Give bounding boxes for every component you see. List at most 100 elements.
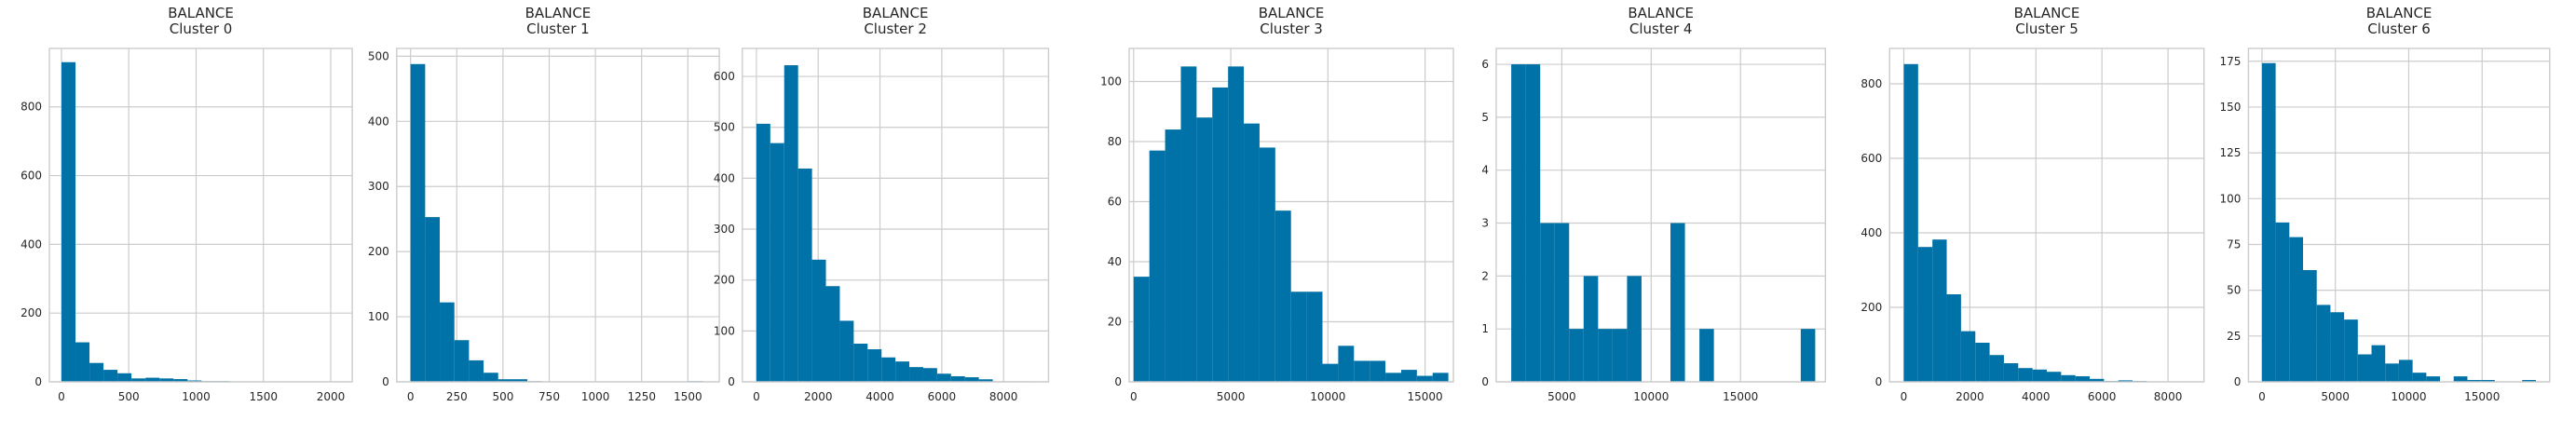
histogram-plot: 0 1 2 3 4 5 6 5000 10000 15000 — [1481, 47, 1827, 403]
y-tick-label: 150 — [2220, 101, 2242, 114]
panel-title-line-1: BALANCE — [2013, 5, 2080, 21]
x-tick-label: 5000 — [1217, 390, 1246, 403]
y-tick-label: 175 — [2220, 55, 2242, 68]
x-tick-label: 1000 — [182, 390, 211, 403]
y-tick-label: 2 — [1481, 269, 1489, 282]
x-tick-label: 1500 — [674, 390, 702, 403]
x-tick-label: 6000 — [2088, 390, 2117, 403]
histogram-plot: 0 100 200 300 400 500 0 250 500 750 1000 1250 1500 — [368, 47, 720, 403]
y-tick-label: 600 — [1860, 152, 1882, 165]
histogram-bar — [2398, 359, 2413, 382]
panel-title: BALANCE Cluster 2 — [756, 6, 1035, 37]
x-tick-label: 2000 — [1956, 390, 1984, 403]
histogram-bar — [2371, 345, 2386, 382]
y-tick-label: 3 — [1481, 217, 1489, 230]
x-tick-label: 0 — [407, 390, 415, 403]
histogram-bar — [1274, 210, 1291, 382]
histogram-bar — [756, 123, 770, 382]
histogram-bar — [2385, 363, 2399, 382]
panel-title-line-2: Cluster 1 — [526, 20, 590, 37]
histogram-bar — [839, 320, 854, 382]
panel-title: BALANCE Cluster 6 — [2259, 6, 2539, 37]
axes-frame — [396, 47, 720, 383]
y-tick-label: 0 — [1481, 375, 1489, 388]
histogram-bar — [159, 378, 174, 382]
x-tick-label: 8000 — [2154, 390, 2183, 403]
panel-title-line-1: BALANCE — [1628, 5, 1695, 21]
histogram-bar — [1180, 66, 1197, 382]
y-tick-label: 400 — [714, 171, 735, 184]
x-tick-label: 8000 — [989, 390, 1018, 403]
histogram-bar — [2330, 312, 2345, 382]
histogram-bar — [1670, 223, 1685, 382]
histogram-bar — [1569, 329, 1584, 382]
histogram-bar — [1322, 363, 1339, 382]
panel-title-line-1: BALANCE — [2365, 5, 2433, 21]
x-tick-label: 10000 — [2391, 390, 2426, 403]
y-tick-label: 800 — [20, 101, 42, 114]
histogram-bar — [454, 340, 470, 382]
histogram-bar — [2412, 373, 2427, 382]
y-tick-label: 300 — [714, 223, 735, 236]
histogram-bar — [1946, 294, 1961, 382]
histogram-bar — [853, 344, 868, 382]
panel-title: BALANCE Cluster 3 — [1152, 6, 1431, 37]
histogram-bar — [1259, 147, 1275, 382]
x-tick-label: 5000 — [1547, 390, 1576, 403]
histogram-bar — [1960, 331, 1976, 382]
y-tick-label: 200 — [368, 245, 389, 258]
histogram-bar — [1511, 64, 1526, 383]
panel-title-line-2: Cluster 4 — [1629, 20, 1693, 37]
y-tick-label: 5 — [1481, 111, 1489, 124]
histogram-bar — [1699, 329, 1714, 382]
histogram-bar — [1370, 360, 1386, 382]
histogram-bar — [2261, 62, 2276, 382]
x-tick-label: 0 — [753, 390, 760, 403]
axes-frame — [1495, 47, 1827, 383]
x-tick-label: 0 — [1130, 390, 1138, 403]
histogram-bar — [2453, 376, 2468, 382]
histogram-plot: 0 20 40 60 80 100 0 5000 10000 15000 — [1100, 47, 1454, 403]
y-tick-label: 25 — [2227, 330, 2241, 343]
y-tick-label: 500 — [368, 49, 389, 62]
y-tick-label: 0 — [728, 375, 735, 388]
y-tick-label: 100 — [2220, 192, 2242, 205]
x-tick-label: 15000 — [1408, 390, 1443, 403]
histogram-bar — [469, 359, 484, 382]
axes-frame — [2247, 47, 2551, 383]
axes-frame — [1128, 47, 1454, 383]
histogram-bar — [61, 61, 76, 383]
histogram-panel-cluster-0: BALANCE Cluster 0 0 200 400 600 800 0 500 1000 1… — [0, 0, 368, 434]
y-tick-label: 0 — [382, 375, 389, 388]
x-tick-label: 2000 — [317, 390, 346, 403]
y-tick-label: 500 — [714, 121, 735, 134]
histogram-bar — [770, 142, 784, 382]
histogram-panel-cluster-5: BALANCE Cluster 5 0 200 400 600 800 0 2000 4000… — [1840, 0, 2208, 434]
histogram-bar — [1244, 123, 1260, 383]
y-tick-label: 125 — [2220, 146, 2242, 159]
y-tick-label: 80 — [1108, 135, 1122, 148]
histogram-bar — [1306, 292, 1323, 382]
y-tick-label: 100 — [714, 324, 735, 337]
x-tick-label: 0 — [2258, 390, 2266, 403]
panel-title-line-2: Cluster 5 — [2015, 20, 2079, 37]
histogram-bar — [1338, 346, 1355, 382]
y-tick-label: 0 — [34, 375, 42, 388]
histogram-bar — [440, 302, 455, 382]
histogram-bar — [867, 349, 882, 382]
y-tick-label: 4 — [1481, 164, 1489, 177]
y-tick-label: 50 — [2227, 284, 2241, 297]
panel-title: BALANCE Cluster 4 — [1521, 6, 1801, 37]
histogram-bar — [1612, 329, 1628, 382]
y-tick-label: 400 — [20, 237, 42, 251]
histogram-bar — [2289, 237, 2304, 382]
histogram-bar — [2522, 380, 2536, 382]
histogram-bar — [1149, 150, 1165, 382]
x-tick-label: 0 — [1901, 390, 1908, 403]
panel-title-line-1: BALANCE — [1258, 5, 1325, 21]
histogram-bar — [1903, 63, 1918, 383]
histogram-bar — [89, 362, 104, 382]
histogram-bar — [1133, 277, 1150, 382]
x-tick-label: 5000 — [2321, 390, 2350, 403]
